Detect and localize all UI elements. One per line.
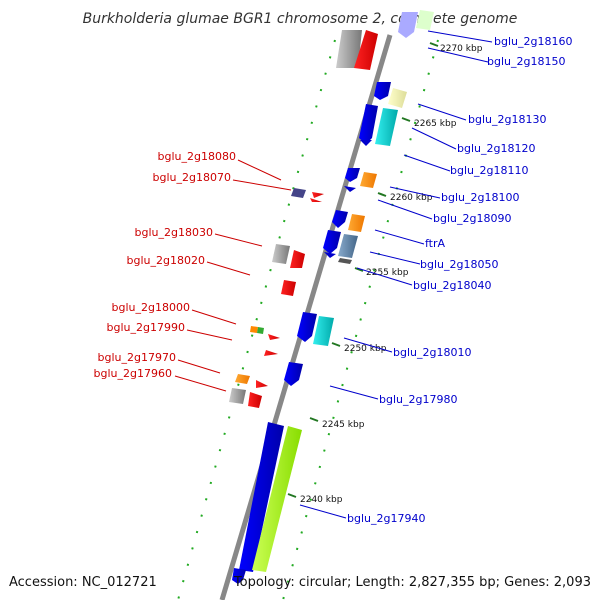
- kbp-label: 2265 kbp: [414, 119, 457, 129]
- gene-label[interactable]: bglu_2g17980: [379, 393, 457, 406]
- gene-block-red[interactable]: [290, 250, 305, 268]
- gene-label[interactable]: bglu_2g18020: [127, 254, 205, 267]
- gene-label[interactable]: bglu_2g18090: [433, 212, 511, 225]
- gene-block-blue-long[interactable]: [239, 422, 284, 572]
- map-title: Burkholderia glumae BGR1 chromosome 2, c…: [83, 11, 518, 27]
- reverse-leader-lines: [174, 159, 292, 392]
- gene-arrowhead-red[interactable]: [264, 350, 278, 356]
- gene-label[interactable]: bglu_2g18000: [112, 301, 190, 314]
- kbp-label: 2250 kbp: [344, 344, 387, 354]
- gene-block-lightblue[interactable]: [398, 12, 418, 38]
- gene-label[interactable]: bglu_2g18080: [158, 150, 236, 163]
- gene-block-cyan[interactable]: [313, 316, 334, 346]
- gene-label[interactable]: bglu_2g18110: [450, 164, 528, 177]
- gene-block-dark: [338, 258, 352, 264]
- gene-block-blue[interactable]: [232, 568, 246, 584]
- gene-block-gray[interactable]: [229, 388, 246, 404]
- gene-block-orange[interactable]: [348, 214, 365, 232]
- forward-gene-labels: bglu_2g18160 bglu_2g18150 bglu_2g18130 b…: [347, 35, 572, 525]
- gene-arrowhead-red[interactable]: [256, 380, 268, 388]
- gene-block-cyan[interactable]: [375, 108, 398, 146]
- gene-block-gray[interactable]: [272, 244, 290, 264]
- gene-block-gray[interactable]: [336, 30, 362, 68]
- kbp-label: 2270 kbp: [440, 44, 483, 54]
- gene-label[interactable]: bglu_2g18050: [420, 258, 498, 271]
- gene-block-blue[interactable]: [332, 210, 348, 228]
- gene-label[interactable]: bglu_2g18120: [457, 142, 535, 155]
- gene-label[interactable]: bglu_2g17970: [98, 351, 176, 364]
- gene-label[interactable]: bglu_2g17990: [107, 321, 185, 334]
- gene-block-blue[interactable]: [345, 168, 360, 182]
- gene-label[interactable]: bglu_2g18130: [468, 113, 546, 126]
- gene-label[interactable]: ftrA: [425, 237, 446, 250]
- outer-dotted-track: [282, 39, 439, 600]
- gene-block-blue[interactable]: [284, 362, 303, 386]
- gene-block-orange[interactable]: [360, 172, 377, 188]
- gene-label[interactable]: bglu_2g18040: [413, 279, 491, 292]
- gene-block-blue[interactable]: [359, 104, 378, 144]
- gene-block-pale-yellow[interactable]: [388, 88, 407, 108]
- gene-block-red[interactable]: [248, 392, 262, 408]
- gene-block-lime-long[interactable]: [252, 426, 302, 572]
- kbp-label: 2245 kbp: [322, 420, 365, 430]
- gene-arrowhead: [360, 140, 372, 146]
- gene-block-blue[interactable]: [374, 82, 391, 100]
- inner-dotted-track: [177, 39, 336, 600]
- gene-label[interactable]: bglu_2g17960: [94, 367, 172, 380]
- gene-label[interactable]: bglu_2g18030: [135, 226, 213, 239]
- gene-block-orange-small[interactable]: [250, 326, 258, 333]
- topology-text: Topology: circular; Length: 2,827,355 bp…: [233, 575, 591, 590]
- gene-block-steel[interactable]: [338, 234, 358, 258]
- gene-arrowhead-red[interactable]: [268, 334, 280, 340]
- gene-block-pale-green[interactable]: [416, 10, 434, 30]
- gene-label[interactable]: bglu_2g18070: [153, 171, 231, 184]
- gene-label[interactable]: bglu_2g17940: [347, 512, 425, 525]
- gene-label[interactable]: bglu_2g18160: [494, 35, 572, 48]
- gene-block-blue[interactable]: [323, 230, 341, 254]
- reverse-gene-labels: bglu_2g18080 bglu_2g18070 bglu_2g18030 b…: [94, 150, 236, 380]
- gene-arrowhead: [344, 186, 356, 192]
- gene-label[interactable]: bglu_2g18100: [441, 191, 519, 204]
- gene-label[interactable]: bglu_2g18150: [487, 55, 565, 68]
- gene-label[interactable]: bglu_2g18010: [393, 346, 471, 359]
- kbp-label: 2255 kbp: [366, 268, 409, 278]
- kbp-ticks: [287, 42, 439, 498]
- gene-block-blue[interactable]: [297, 312, 317, 342]
- gene-arrowhead-red[interactable]: [312, 192, 324, 198]
- gene-arrowhead: [324, 252, 336, 258]
- gene-block-red[interactable]: [281, 280, 296, 296]
- kbp-label: 2240 kbp: [300, 495, 343, 505]
- accession-text: Accession: NC_012721: [9, 575, 157, 590]
- gene-block-green-small[interactable]: [257, 327, 264, 334]
- kbp-label: 2260 kbp: [390, 193, 433, 203]
- gene-arrowhead-red[interactable]: [310, 198, 322, 202]
- gene-block-red[interactable]: [354, 30, 378, 70]
- gene-block-orange[interactable]: [235, 374, 250, 384]
- gene-block-navy[interactable]: [291, 188, 306, 198]
- forward-leader-lines: [299, 30, 493, 519]
